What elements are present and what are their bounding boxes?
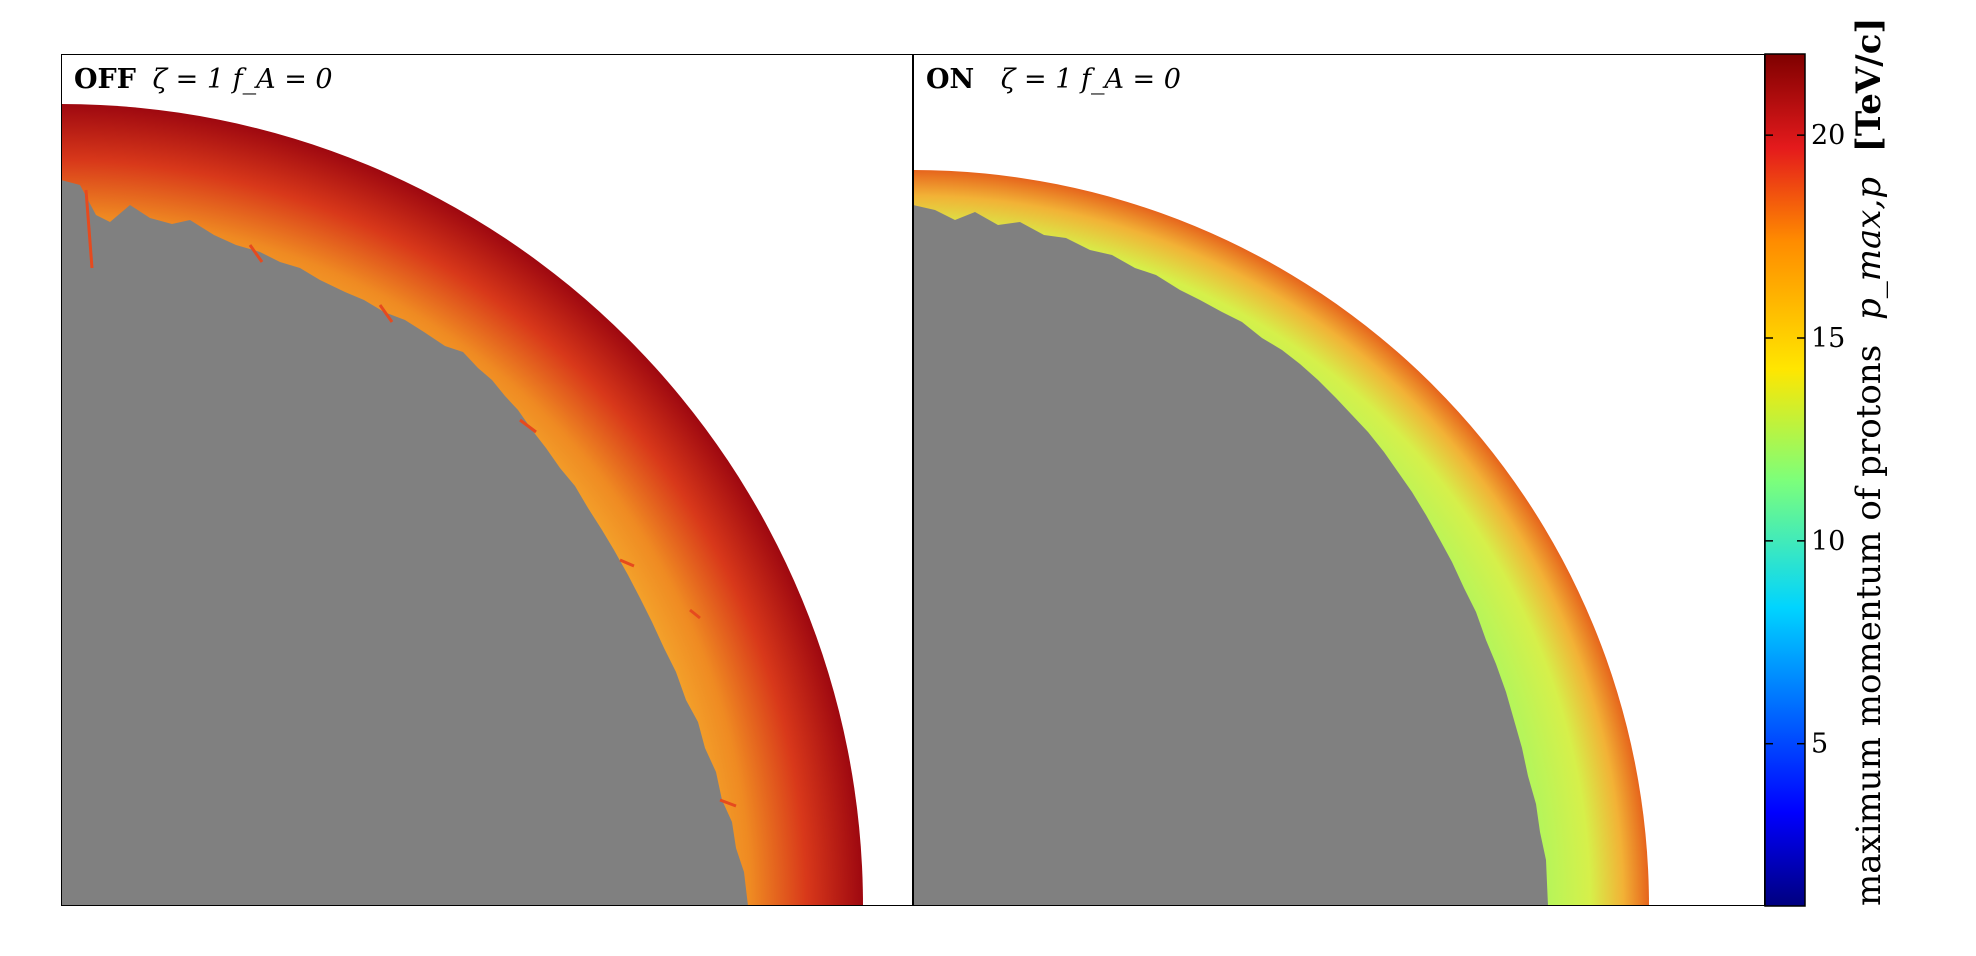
svg-text:maximum momentum of protons: maximum momentum of protons p_max,p [TeV… — [1849, 17, 1889, 906]
panel-off-orange-streaks — [84, 189, 737, 808]
panel-on-params: ζ = 1 f_A = 0 — [1001, 64, 1181, 95]
colorbar-bar — [1764, 53, 1806, 907]
panel-on-mode: ON — [926, 64, 974, 95]
panel-off — [61, 54, 913, 906]
colorbar-tick-label: 20 — [1811, 120, 1845, 151]
panel-off-label: OFF ζ = 1 f_A = 0 — [74, 64, 333, 95]
colorbar-unit: [TeV/c] — [1849, 17, 1889, 152]
panel-on — [913, 54, 1765, 906]
colorbar-symbol: p_max,p — [1849, 177, 1889, 320]
colorbar-label: maximum momentum of protons — [1849, 345, 1889, 906]
colorbar-tick-label: 10 — [1811, 526, 1845, 557]
colorbar-title: maximum momentum of protons p_max,p [TeV… — [1849, 17, 1889, 906]
colorbar-tick-label: 5 — [1811, 729, 1828, 760]
colorbar: 5 10 15 20 maximum momentum of protons p_ma… — [1764, 17, 1889, 907]
panel-on-gray-front — [913, 205, 1548, 906]
colorbar-ticks: 5 10 15 20 — [1765, 120, 1845, 760]
colorbar-tick-label: 15 — [1811, 323, 1845, 354]
panel-off-params: ζ = 1 f_A = 0 — [152, 64, 332, 95]
panel-off-mode: OFF — [74, 64, 136, 95]
panel-on-label: ON ζ = 1 f_A = 0 — [926, 64, 1181, 95]
panel-off-gray-front — [61, 180, 748, 906]
